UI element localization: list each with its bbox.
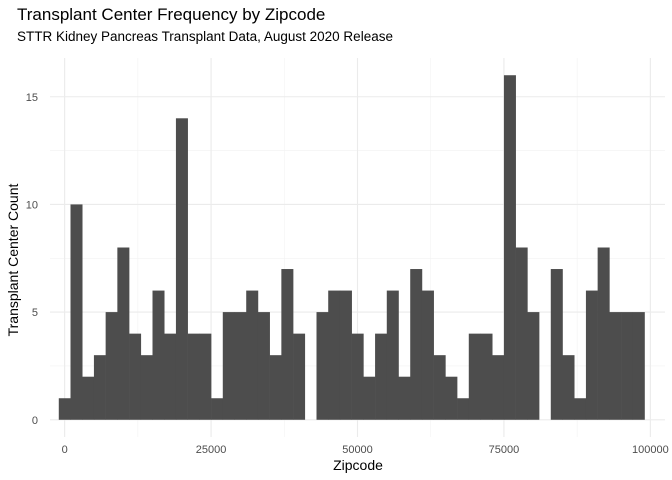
histogram-bar [58,398,71,420]
histogram-bar [293,333,306,420]
y-tick-label: 15 [26,92,38,104]
y-tick-label: 10 [26,199,38,211]
y-tick-label: 0 [32,415,38,427]
histogram-bar [398,376,411,420]
histogram-bar [129,333,142,420]
histogram-bar [199,333,212,420]
histogram-bar [211,398,224,420]
histogram-bar [445,376,458,420]
histogram-bar [222,312,235,420]
chart-subtitle: STTR Kidney Pancreas Transplant Data, Au… [17,29,393,44]
histogram-bar [152,290,165,420]
histogram-bar [375,333,388,420]
histogram-bar [562,355,575,420]
histogram-bar [140,355,153,420]
histogram-bar [164,333,177,420]
histogram-bar [410,269,423,420]
histogram-bar [281,269,294,420]
histogram-bar [585,290,598,420]
histogram-bar [527,312,540,420]
histogram-bar [480,333,493,420]
x-tick-label: 0 [62,444,68,456]
histogram-bar [328,290,341,420]
histogram-bar [93,355,106,420]
histogram-bar [421,290,434,420]
histogram-bar [492,355,505,420]
histogram-bar [468,333,481,420]
y-axis-title: Transplant Center Count [5,184,21,337]
y-axis-ticks: 0 5 10 15 [26,92,38,427]
histogram-bar [597,247,610,420]
histogram-bar [105,312,118,420]
histogram-bar [175,118,188,420]
histogram-bar [363,376,376,420]
histogram-bar [316,312,329,420]
histogram-bar [550,269,563,420]
histogram-bar [574,398,587,420]
histogram-bar [621,312,634,420]
histogram-bar [386,290,399,420]
histogram-bar [609,312,622,420]
chart-title: Transplant Center Frequency by Zipcode [17,5,326,24]
histogram-bar [117,247,130,420]
histogram-bar [339,290,352,420]
histogram-bar [269,355,282,420]
histogram-bar [234,312,247,420]
x-axis-ticks: 0 25000 50000 75000 100000 [62,444,669,456]
histogram-bar [82,376,95,420]
x-tick-label: 50000 [342,444,373,456]
y-tick-label: 5 [32,307,38,319]
x-tick-label: 75000 [489,444,520,456]
x-tick-label: 25000 [196,444,227,456]
histogram-bar [246,290,259,420]
histogram-bar [503,75,516,420]
x-axis-title: Zipcode [333,457,383,473]
histogram-bar [351,333,364,420]
histogram-bar [457,398,470,420]
histogram-bar [70,204,83,420]
histogram-bar [632,312,645,420]
histogram-bar [433,355,446,420]
histogram-bar [257,312,270,420]
histogram-bar [515,247,528,420]
x-tick-label: 100000 [632,444,669,456]
bars [58,75,645,420]
histogram-bar [187,333,200,420]
